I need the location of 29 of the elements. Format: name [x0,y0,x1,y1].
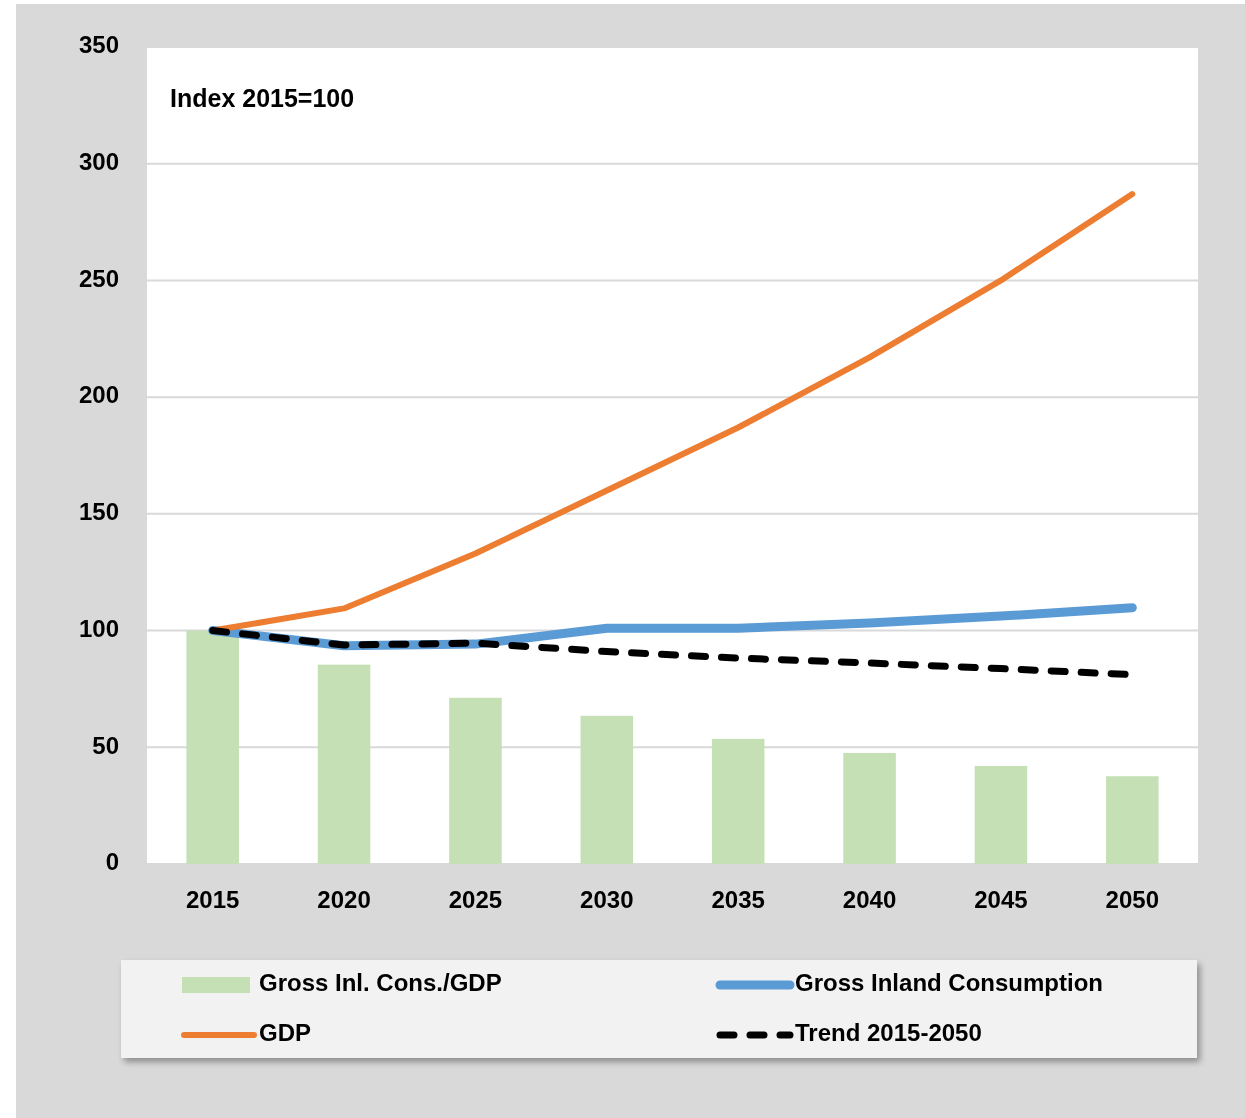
x-tick-label: 2030 [580,886,634,914]
legend-label: GDP [259,1019,312,1047]
x-tick-label: 2040 [842,886,897,914]
x-tick-label: 2035 [711,886,765,914]
bar [974,765,1028,864]
legend-label: Gross Inland Consumption [795,969,1104,997]
y-tick-label: 200 [78,381,119,409]
x-tick-label: 2020 [317,886,371,914]
bar [580,715,634,864]
y-tick-label: 100 [78,614,119,642]
bar [843,752,896,864]
bar [449,697,502,864]
y-tick-label: 300 [78,148,119,176]
x-tick-label: 2050 [1105,886,1160,914]
bar [317,664,371,864]
bar [1106,776,1159,864]
y-tick-label: 250 [78,264,119,292]
y-tick-label: 150 [78,498,119,526]
bar [186,630,239,864]
legend-label: Gross Inl. Cons./GDP [259,969,502,997]
x-tick-label: 2045 [974,886,1028,914]
y-tick-label: 350 [78,31,119,59]
legend-label: Trend 2015-2050 [795,1019,982,1047]
x-tick-label: 2025 [448,886,503,914]
y-tick-label: 50 [92,731,119,759]
y-tick-label: 0 [105,848,119,876]
bar [711,738,765,864]
x-tick-label: 2015 [185,886,240,914]
annotation: Index 2015=100 [170,83,355,112]
